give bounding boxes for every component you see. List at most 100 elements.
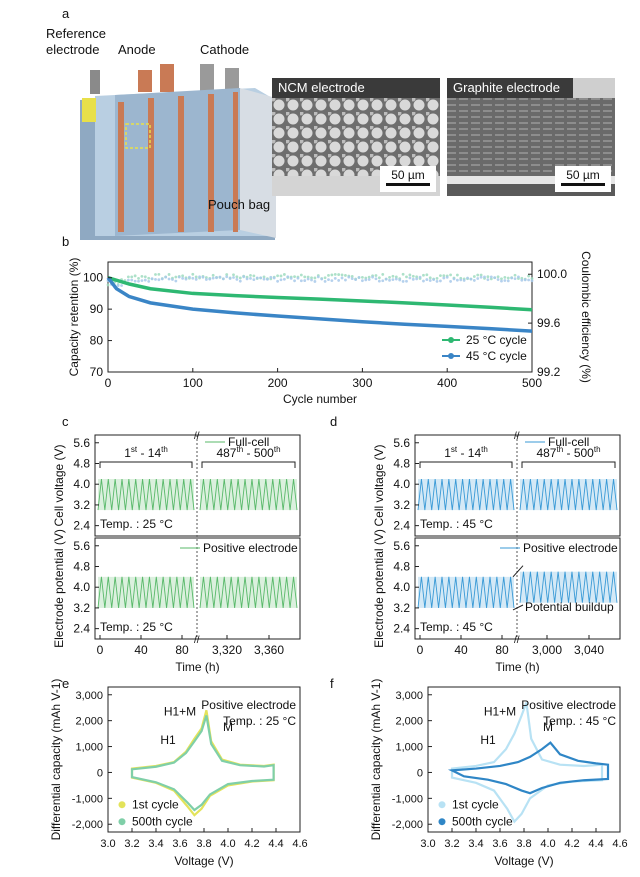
y-tick-label: 2,000 [395, 716, 423, 728]
x-tick-label: 4.0 [540, 838, 555, 850]
ce-point [401, 272, 405, 276]
bottom-y-axis-label: Electrode potential (V) [372, 529, 386, 648]
ce-point [344, 274, 347, 277]
series-line-45c [106, 276, 533, 333]
ce-point [425, 278, 429, 281]
x-tick-label: 300 [352, 376, 372, 390]
x-tick-label: 3.6 [492, 838, 507, 850]
ce-point [150, 277, 154, 281]
legend-marker [438, 818, 446, 826]
ce-point [323, 276, 327, 280]
ce-point [422, 279, 425, 283]
ce-point [249, 276, 252, 280]
legend-marker [438, 801, 446, 809]
electrode-potential-trace-late-band [520, 571, 617, 603]
x-axis-label: Voltage (V) [174, 854, 233, 868]
bracket-label-early: 1st​ - 14th​ [444, 445, 488, 460]
ce-point [449, 273, 452, 277]
ce-point [269, 275, 273, 279]
ce-point [408, 276, 412, 280]
ce-point [218, 275, 222, 279]
y-tick-label: -2,000 [392, 819, 423, 831]
y-tick-label: 90 [90, 302, 104, 316]
ce-point [262, 275, 266, 279]
ce-point [164, 275, 168, 279]
ce-point [337, 273, 341, 276]
ce-point [293, 279, 296, 283]
ce-point [377, 276, 381, 280]
x-tick-label: 40 [134, 643, 148, 657]
ce-point [398, 278, 402, 282]
ce-point [282, 273, 286, 276]
top-y-tick-label: 3.2 [73, 498, 90, 512]
ce-point [442, 274, 446, 278]
electrode-potential-trace-late [199, 576, 298, 608]
ce-point [384, 277, 388, 281]
ce-point [401, 280, 405, 283]
ce-point [225, 275, 229, 279]
x-tick-label: 3.8 [516, 838, 531, 850]
y-tick-label: 1,000 [395, 742, 423, 754]
ce-point [388, 278, 391, 282]
ce-point [371, 275, 374, 279]
x-axis-label: Time (h) [175, 660, 219, 674]
legend-label-1st: 1st cycle [132, 798, 179, 812]
ce-point [238, 279, 242, 283]
x-axis-label: Time (h) [495, 660, 539, 674]
ce-point [252, 278, 256, 282]
ce-point [211, 276, 215, 280]
ce-point [211, 273, 215, 277]
ce-point [282, 277, 286, 281]
panel-letter-e: e [62, 676, 70, 691]
ce-point [310, 278, 313, 282]
y-tick-label: -2,000 [72, 819, 103, 831]
potential-buildup-label: Potential buildup [525, 600, 614, 614]
ce-point [500, 279, 503, 283]
ce-point [133, 279, 137, 283]
ce-point [439, 279, 442, 283]
top-y-axis-label: Cell voltage (V) [372, 444, 386, 526]
x-tick-label: 100 [183, 376, 203, 390]
y-axis-label: Capacity retention (%) [67, 258, 81, 377]
graphite-image-title: Graphite electrode [447, 78, 573, 98]
ce-point [232, 276, 235, 279]
x-tick-label: 3.0 [420, 838, 435, 850]
bottom-temperature-label: Temp. : 45 °C [420, 620, 493, 634]
panel-letter-b: b [62, 234, 70, 249]
ce-point [208, 277, 212, 281]
pouch-cell-illustration [40, 40, 290, 240]
cycle-bracket [201, 461, 296, 468]
ce-point [388, 275, 391, 279]
ce-point [198, 275, 201, 279]
y-tick-label: 0 [417, 767, 423, 779]
x-tick-label: 4.6 [292, 838, 307, 850]
y-tick-label: 3,000 [75, 690, 103, 702]
top-y-tick-label: 4.0 [393, 477, 410, 491]
y-tick-label: 0 [97, 767, 103, 779]
ce-point [469, 277, 473, 281]
bottom-y-tick-label: 4.8 [393, 559, 410, 573]
ce-point [405, 275, 408, 279]
electrode-potential-trace-late [519, 571, 618, 603]
ce-point [147, 276, 151, 280]
y-tick-label: -1,000 [72, 793, 103, 805]
ce-point [503, 275, 507, 279]
ce-point [215, 276, 218, 280]
top-y-tick-label: 4.8 [393, 456, 410, 470]
x-tick-label: 0 [417, 643, 424, 657]
electrode-potential-trace-early-band [98, 576, 194, 608]
cell-voltage-trace-late-band [520, 479, 617, 511]
top-y-tick-label: 5.6 [393, 436, 410, 450]
ce-point [455, 273, 459, 277]
ce-point [171, 278, 174, 281]
ce-point [120, 284, 123, 287]
ce-point [361, 275, 364, 279]
peak-label-h1m: H1+M [164, 704, 196, 718]
temperature-label: Temp. : 45 °C [543, 714, 616, 728]
x-tick-label: 4.0 [220, 838, 235, 850]
ce-point [435, 279, 439, 283]
ce-point [194, 277, 198, 281]
ce-point [364, 278, 368, 282]
ce-point [493, 276, 497, 280]
bottom-y-axis-label: Electrode potential (V) [52, 529, 66, 648]
